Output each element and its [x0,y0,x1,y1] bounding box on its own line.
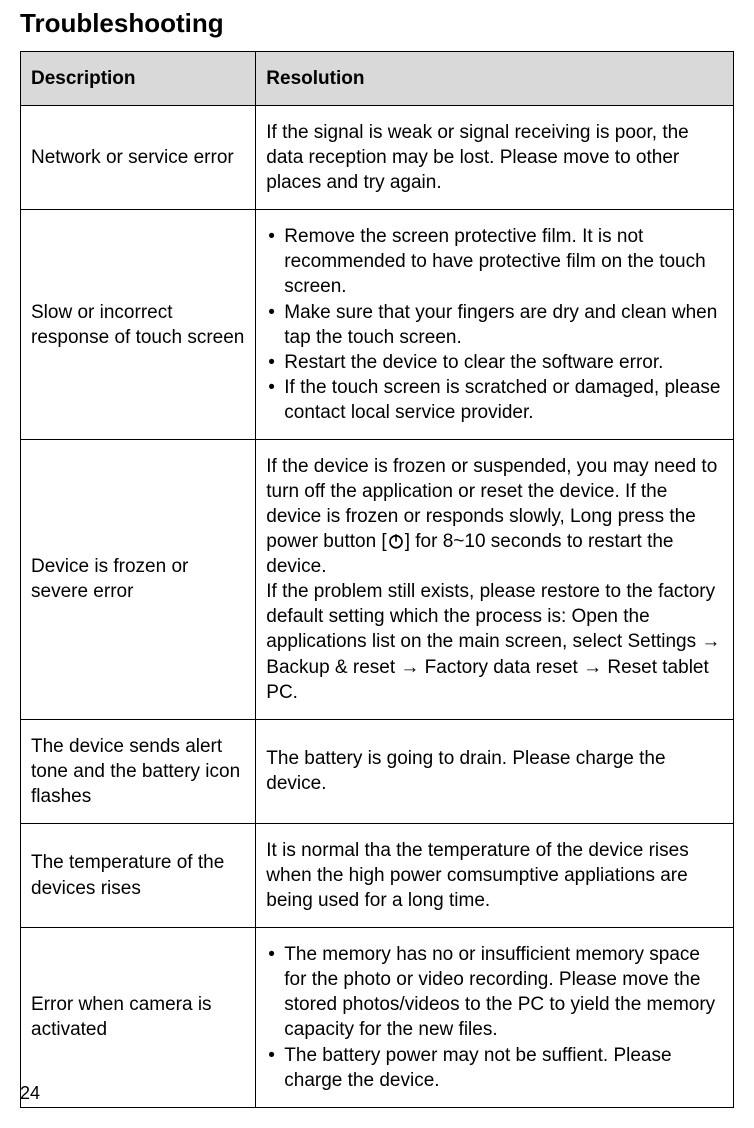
list-item: The battery power may not be suffient. P… [266,1043,723,1093]
list-item: Make sure that your fingers are dry and … [266,300,723,350]
power-icon [387,532,405,550]
list-item: Restart the device to clear the software… [266,350,723,375]
cell-resolution: If the signal is weak or signal receivin… [256,106,734,210]
cell-description: Error when camera is activated [21,928,256,1107]
page-title: Troubleshooting [20,8,734,39]
table-header-row: Description Resolution [21,52,734,106]
table-row: Error when camera is activated The memor… [21,928,734,1107]
cell-description: Network or service error [21,106,256,210]
list-item: Remove the screen protective film. It is… [266,224,723,299]
table-row: Network or service error If the signal i… [21,106,734,210]
table-row: The device sends alert tone and the batt… [21,719,734,823]
table-row: Slow or incorrect response of touch scre… [21,210,734,440]
cell-resolution: It is normal tha the temperature of the … [256,823,734,927]
cell-resolution: The battery is going to drain. Please ch… [256,719,734,823]
troubleshooting-table: Description Resolution Network or servic… [20,51,734,1108]
page-number: 24 [20,1083,40,1104]
cell-resolution: If the device is frozen or suspended, yo… [256,439,734,719]
bullet-list: The memory has no or insufficient memory… [266,942,723,1092]
cell-resolution: Remove the screen protective film. It is… [256,210,734,440]
resolution-text-para2: If the problem still exists, please rest… [266,581,720,702]
table-row: The temperature of the devices rises It … [21,823,734,927]
cell-description: Device is frozen or severe error [21,439,256,719]
list-item: If the touch screen is scratched or dama… [266,375,723,425]
list-item: The memory has no or insufficient memory… [266,942,723,1042]
cell-resolution: The memory has no or insufficient memory… [256,928,734,1107]
header-description: Description [21,52,256,106]
cell-description: The device sends alert tone and the batt… [21,719,256,823]
table-row: Device is frozen or severe error If the … [21,439,734,719]
cell-description: The temperature of the devices rises [21,823,256,927]
cell-description: Slow or incorrect response of touch scre… [21,210,256,440]
bullet-list: Remove the screen protective film. It is… [266,224,723,425]
header-resolution: Resolution [256,52,734,106]
